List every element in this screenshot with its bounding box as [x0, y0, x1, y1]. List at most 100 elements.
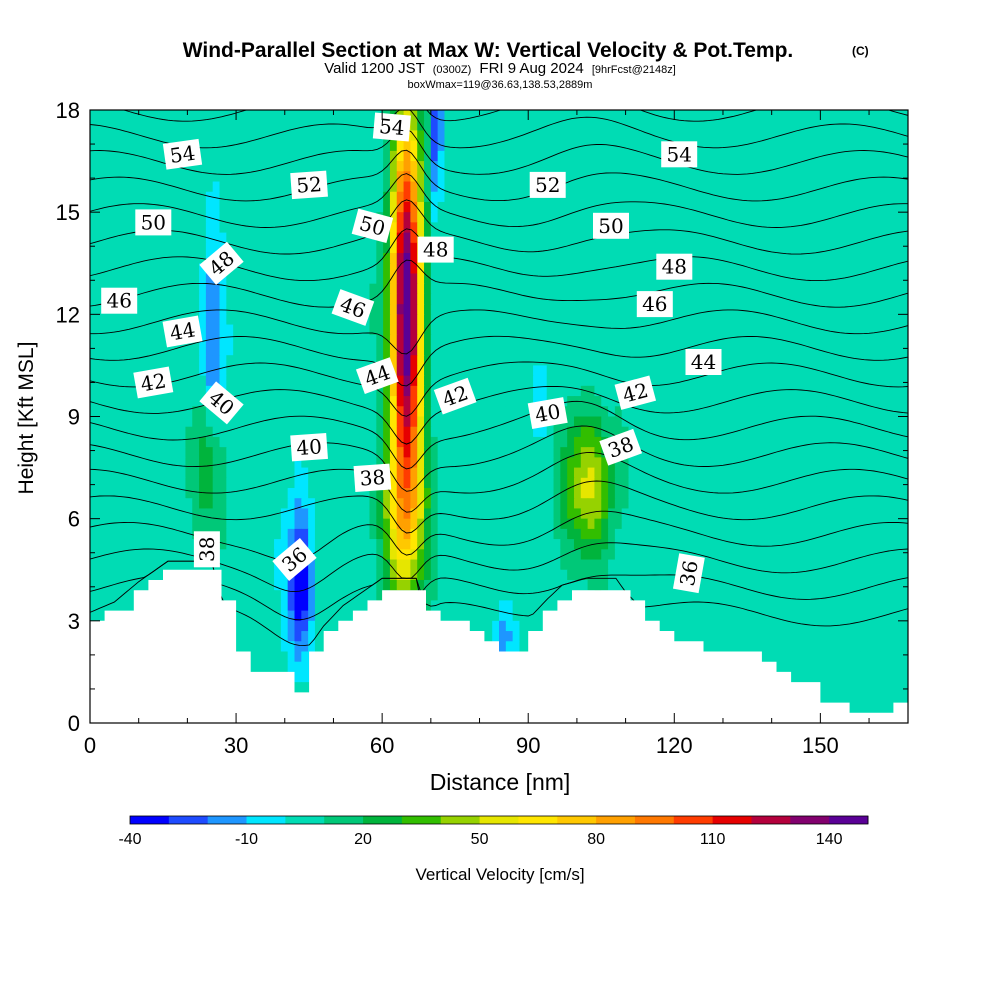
velocity-cell — [389, 222, 398, 234]
velocity-cell — [867, 467, 875, 479]
velocity-cell — [894, 242, 902, 254]
velocity-cell — [635, 477, 643, 489]
velocity-cell — [894, 140, 902, 152]
velocity-cell — [648, 334, 657, 346]
velocity-cell — [239, 150, 248, 162]
velocity-cell — [287, 293, 296, 305]
velocity-cell — [505, 212, 514, 223]
velocity-cell — [492, 467, 500, 479]
velocity-cell — [478, 365, 486, 377]
velocity-cell — [417, 488, 425, 499]
velocity-cell — [403, 406, 411, 418]
velocity-cell — [294, 457, 302, 469]
velocity-cell — [314, 396, 323, 407]
velocity-cell — [655, 120, 664, 132]
velocity-cell — [587, 110, 596, 121]
velocity-cell — [533, 222, 541, 234]
velocity-cell — [519, 212, 527, 223]
velocity-cell — [621, 191, 630, 203]
velocity-cell — [464, 263, 473, 275]
velocity-cell — [417, 406, 425, 418]
velocity-cell — [676, 488, 684, 499]
velocity-cell — [839, 344, 848, 356]
velocity-cell — [396, 140, 405, 152]
velocity-cell — [349, 375, 357, 387]
velocity-cell — [826, 518, 834, 530]
velocity-cell — [873, 365, 882, 377]
velocity-cell — [233, 375, 241, 387]
velocity-cell — [260, 436, 268, 448]
velocity-cell — [853, 181, 861, 193]
velocity-cell — [723, 181, 732, 193]
velocity-cell — [689, 467, 698, 479]
velocity-cell — [717, 161, 725, 172]
velocity-cell — [594, 140, 602, 152]
velocity-cell — [669, 498, 677, 510]
velocity-cell — [553, 263, 561, 275]
velocity-cell — [873, 396, 882, 407]
velocity-cell — [764, 396, 773, 407]
velocity-cell — [274, 212, 282, 223]
velocity-cell — [901, 161, 908, 172]
velocity-cell — [737, 416, 745, 428]
velocity-cell — [723, 263, 732, 275]
velocity-cell — [778, 130, 786, 142]
velocity-cell — [287, 253, 296, 264]
velocity-cell — [717, 120, 725, 132]
velocity-cell — [662, 365, 671, 377]
velocity-cell — [499, 304, 507, 315]
velocity-cell — [642, 365, 650, 377]
velocity-cell — [376, 171, 384, 183]
velocity-cell — [246, 406, 255, 418]
velocity-cell — [833, 110, 841, 121]
velocity-cell — [901, 283, 908, 295]
velocity-cell — [676, 304, 684, 315]
velocity-cell — [805, 181, 814, 193]
velocity-cell — [396, 222, 405, 234]
velocity-cell — [349, 436, 357, 448]
velocity-cell — [164, 447, 173, 458]
velocity-cell — [553, 355, 561, 367]
velocity-cell — [499, 222, 507, 234]
velocity-cell — [778, 293, 786, 305]
velocity-cell — [471, 518, 480, 530]
velocity-cell — [233, 416, 241, 428]
velocity-cell — [710, 416, 718, 428]
velocity-cell — [703, 232, 711, 244]
velocity-cell — [178, 467, 187, 479]
velocity-cell — [301, 467, 309, 479]
velocity-cell — [873, 304, 882, 315]
velocity-cell — [492, 396, 500, 407]
velocity-cell — [403, 222, 411, 234]
velocity-cell — [587, 242, 596, 254]
velocity-cell — [328, 191, 336, 203]
velocity-cell — [219, 201, 227, 213]
velocity-cell — [560, 120, 568, 132]
velocity-cell — [246, 508, 255, 520]
velocity-cell — [164, 488, 173, 499]
velocity-cell — [887, 222, 895, 234]
velocity-cell — [512, 334, 521, 346]
velocity-cell — [744, 314, 752, 326]
velocity-cell — [867, 365, 875, 377]
velocity-cell — [124, 355, 132, 367]
velocity-cell — [676, 171, 684, 183]
velocity-cell — [471, 171, 480, 183]
velocity-cell — [410, 120, 418, 132]
velocity-cell — [655, 242, 664, 254]
velocity-cell — [478, 232, 486, 244]
velocity-cell — [778, 467, 786, 479]
velocity-cell — [417, 150, 425, 162]
velocity-cell — [192, 508, 200, 520]
velocity-cell — [137, 528, 146, 540]
velocity-cell — [103, 181, 112, 193]
velocity-cell — [96, 457, 105, 469]
velocity-cell — [239, 416, 248, 428]
velocity-cell — [199, 130, 207, 142]
velocity-cell — [451, 334, 459, 346]
velocity-cell — [546, 283, 555, 295]
velocity-cell — [601, 457, 609, 469]
velocity-cell — [628, 130, 636, 142]
velocity-cell — [580, 130, 589, 142]
velocity-cell — [737, 375, 745, 387]
